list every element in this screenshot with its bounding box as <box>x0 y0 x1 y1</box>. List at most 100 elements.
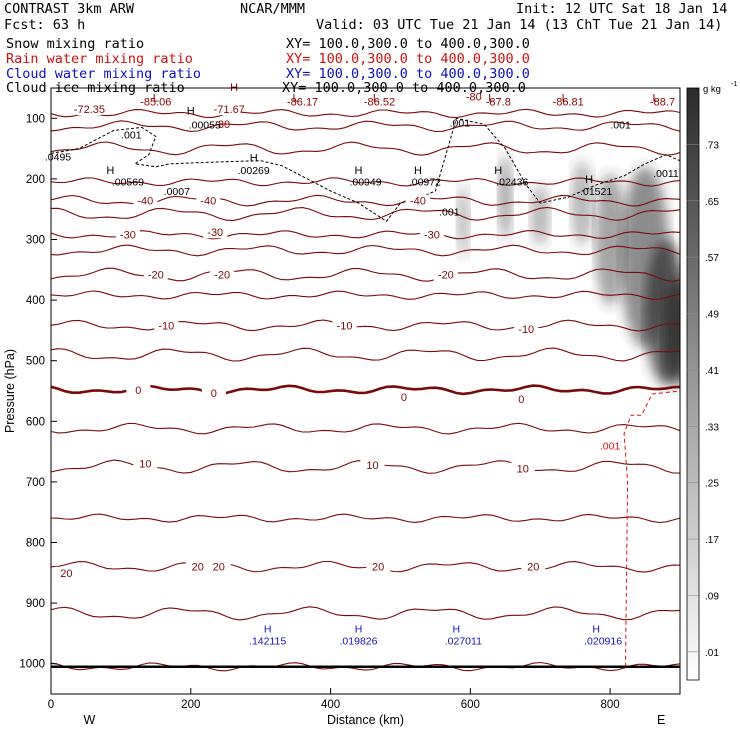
temperature-contour <box>51 108 680 119</box>
x-tick-label: 0 <box>48 699 54 711</box>
colorbar-tick-label: .09 <box>705 591 719 602</box>
snow-value-label: .0007 <box>164 186 190 198</box>
y-tick-label: 600 <box>26 416 45 428</box>
extremum-label: -80 <box>214 119 230 131</box>
temperature-contour <box>51 230 680 240</box>
contour-label: 20 <box>527 562 539 574</box>
contour-label: 10 <box>366 460 378 472</box>
cloud-water-label: .142115 <box>249 636 286 648</box>
contour-label: 20 <box>213 562 225 574</box>
snow-value-label: .001 <box>450 118 471 130</box>
contour-label: 0 <box>135 385 141 397</box>
extremum-label: L <box>562 93 568 105</box>
contour-label: 0 <box>518 394 524 406</box>
contour-label: -10 <box>337 321 353 333</box>
contour-label: 0 <box>401 392 407 404</box>
snow-value-label: .00569 <box>112 176 144 188</box>
contour-label-bg <box>419 228 444 241</box>
contour-label-bg <box>391 391 416 404</box>
cloud-water-label: .019826 <box>340 636 378 648</box>
header-title: CONTRAST 3km ARW <box>4 1 135 17</box>
snow-shade-plume <box>570 160 594 246</box>
contour-label-bg <box>366 560 391 573</box>
temperature-contour <box>51 120 680 133</box>
y-tick-label: 400 <box>26 295 45 307</box>
contour-label: -20 <box>148 270 164 282</box>
cloud-water-label: H <box>264 624 272 636</box>
temperature-contour <box>51 606 680 621</box>
contour-label: -30 <box>424 230 440 242</box>
contour-label-bg <box>115 228 140 241</box>
snow-value-label: .0495 <box>45 151 71 163</box>
temperature-contour <box>51 347 680 362</box>
y-tick-label: 1000 <box>19 659 45 671</box>
section-start-label: W <box>84 713 96 727</box>
colorbar-unit-exponent: -1 <box>731 81 737 88</box>
snow-shade-plume <box>498 154 513 240</box>
x-tick-label: 200 <box>181 699 200 711</box>
cloud-ice-contour <box>51 117 680 222</box>
contour-label-bg <box>154 319 179 332</box>
cloud-water-label: .027011 <box>445 636 482 648</box>
x-tick-label: 600 <box>461 699 480 711</box>
contour-label: -40 <box>137 196 153 208</box>
contour-label-bg <box>206 560 231 573</box>
colorbar-tick-label: .25 <box>705 479 719 490</box>
contour-label-bg <box>133 457 158 470</box>
y-tick-label: 200 <box>26 174 45 186</box>
extremum-label: -80 <box>466 91 482 103</box>
colorbar-tick-label: .73 <box>705 140 719 151</box>
extremum-label: -86.52 <box>364 96 395 108</box>
snow-value-label: .001 <box>439 207 460 219</box>
snow-max-marker: H <box>414 165 422 177</box>
colorbar-tick-label: .65 <box>705 197 719 208</box>
y-tick-label: 700 <box>26 477 45 489</box>
extremum-label: L <box>488 93 494 105</box>
snow-max-marker: H <box>250 153 258 165</box>
contour-label-bg <box>405 194 430 207</box>
rain-value-label: .001 <box>600 441 621 453</box>
contour-label-bg <box>332 319 357 332</box>
colorbar-tick-label: .41 <box>705 366 719 377</box>
contour-label-bg <box>509 392 534 405</box>
temperature-contour <box>51 177 680 187</box>
contour-label: -10 <box>158 321 174 333</box>
snow-max-marker: H <box>355 165 363 177</box>
x-axis-title: Distance (km) <box>327 713 404 727</box>
extremum-label: L <box>153 93 159 105</box>
extremum-label: -86.81 <box>553 96 584 108</box>
contour-label: -71.67 <box>214 104 245 116</box>
section-end-label: E <box>657 713 665 727</box>
temperature-contour <box>51 422 680 435</box>
temperature-contour <box>51 560 680 573</box>
header-valid: Valid: 03 UTC Tue 21 Jan 14 (13 ChT Tue … <box>316 17 723 33</box>
snow-value-label: .001 <box>121 130 142 142</box>
contour-label: -40 <box>410 196 426 208</box>
x-tick-label: 400 <box>321 699 340 711</box>
contour-label-bg <box>133 194 158 207</box>
snow-value-label: .00972 <box>409 176 441 188</box>
temperature-contour <box>51 384 680 396</box>
rain-contour <box>623 390 680 667</box>
temperature-contour <box>51 244 680 257</box>
temperature-contour <box>51 206 680 222</box>
temperature-contour <box>51 141 680 156</box>
contour-label: -30 <box>120 230 136 242</box>
temperature-contour <box>51 319 680 332</box>
field-xy-rain: XY= 100.0,300.0 to 400.0,300.0 <box>286 51 530 67</box>
field-xy-snow: XY= 100.0,300.0 to 400.0,300.0 <box>286 36 530 52</box>
plot-frame <box>50 87 681 695</box>
contour-label: -20 <box>214 270 230 282</box>
contour-label: -72.35 <box>74 104 105 116</box>
snow-value-label: .02436 <box>496 176 528 188</box>
contour-label-bg <box>433 268 458 281</box>
snow-value-label: .0011 <box>653 168 679 180</box>
contour-label: -30 <box>207 227 223 239</box>
contour-label-bg <box>201 386 226 399</box>
contour-label-bg <box>521 560 546 573</box>
header-center: NCAR/MMM <box>240 1 306 17</box>
extremum-label: -86.17 <box>287 96 318 108</box>
header-fcst: Fcst: 63 h <box>4 17 86 33</box>
extremum-label: -87.8 <box>486 96 511 108</box>
